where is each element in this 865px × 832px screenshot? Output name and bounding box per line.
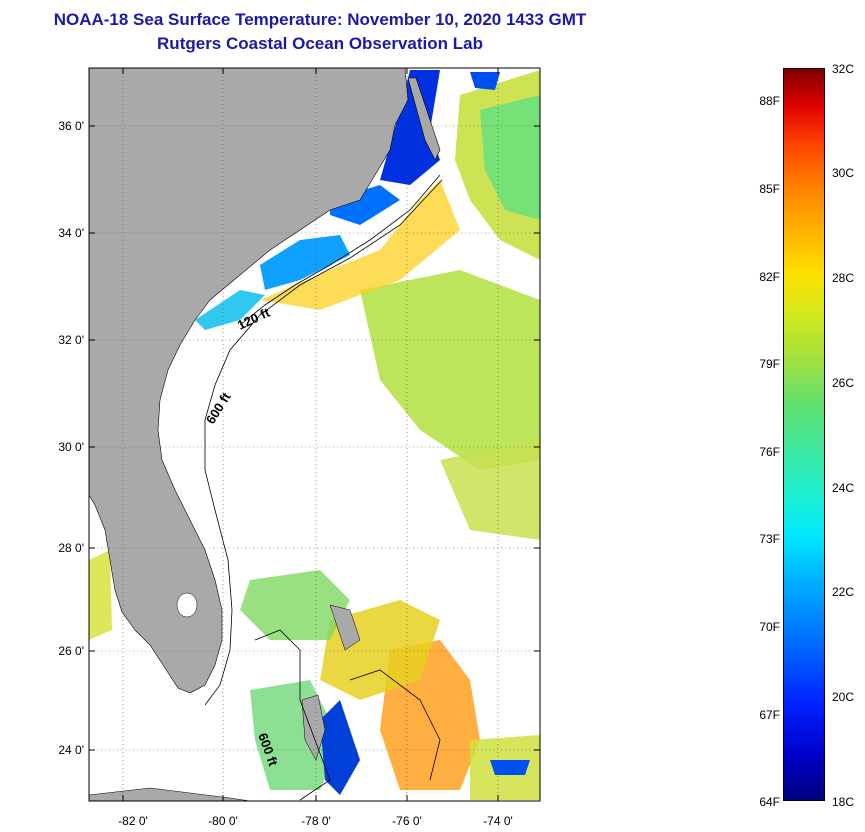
colorbar-c-label: 18C: [832, 795, 855, 809]
sst-patch-central: [360, 270, 540, 470]
lat-label: 32 0': [58, 333, 84, 347]
lon-label: -80 0': [208, 814, 238, 828]
colorbar-f-label: 76F: [759, 445, 780, 459]
sst-patch-bahamas-green: [240, 570, 350, 640]
map-content: 120 ft 600 ft 600 ft: [89, 68, 540, 801]
lon-label: -76 0': [392, 814, 422, 828]
contour-bahamas-east: [349, 669, 441, 781]
map-subtitle: Rutgers Coastal Ocean Observation Lab: [157, 34, 483, 53]
land-outer-banks: [407, 77, 441, 161]
lat-label: 28 0': [58, 541, 84, 555]
sst-patch-west-florida: [89, 550, 112, 640]
sst-patch-se: [440, 440, 540, 540]
land-bahamas-andros: [301, 694, 326, 761]
sst-map: 120 ft 600 ft 600 ft 36 0' 34 0' 32 0' 3…: [58, 67, 541, 828]
colorbar-c-label: 20C: [832, 690, 855, 704]
land-mainland: [89, 68, 409, 694]
lon-label: -82 0': [118, 814, 148, 828]
colorbar-f-label: 82F: [759, 270, 780, 284]
lat-label: 36 0': [58, 119, 84, 133]
land-cuba: [89, 787, 251, 801]
colorbar-c-label: 24C: [832, 481, 855, 495]
map-title: NOAA-18 Sea Surface Temperature: Novembe…: [53, 10, 587, 29]
temperature-colorbar: [783, 68, 825, 801]
colorbar-f-label: 73F: [759, 532, 780, 546]
tick-marks: [89, 68, 540, 801]
colorbar-f-label: 70F: [759, 620, 780, 634]
sst-patch-shelf: [260, 180, 460, 310]
land-bahamas-abaco: [329, 604, 361, 651]
lat-label: 24 0': [58, 743, 84, 757]
colorbar-c-label: 22C: [832, 585, 855, 599]
map-frame: [88, 67, 541, 802]
colorbar-c-label: 32C: [832, 62, 855, 76]
colorbar-f-label: 64F: [759, 795, 780, 809]
sst-patches: [89, 70, 540, 800]
depth-contours: [204, 174, 443, 801]
contour-600ft: [204, 179, 443, 706]
contour-bahamas: [254, 629, 331, 801]
lat-label: 30 0': [58, 440, 84, 454]
colorbar-f-label: 88F: [759, 94, 780, 108]
lake-okeechobee: [176, 592, 198, 618]
colorbar-f-label: 67F: [759, 708, 780, 722]
contour-120ft: [239, 174, 441, 326]
colorbar-c-label: 26C: [832, 376, 855, 390]
colorbar-c-label: 30C: [832, 166, 855, 180]
lon-label: -74 0': [483, 814, 513, 828]
colorbar-f-label: 85F: [759, 182, 780, 196]
colorbar-c-label: 28C: [832, 271, 855, 285]
lon-label: -78 0': [301, 814, 331, 828]
lat-label: 26 0': [58, 644, 84, 658]
lat-label: 34 0': [58, 226, 84, 240]
colorbar-f-label: 79F: [759, 357, 780, 371]
